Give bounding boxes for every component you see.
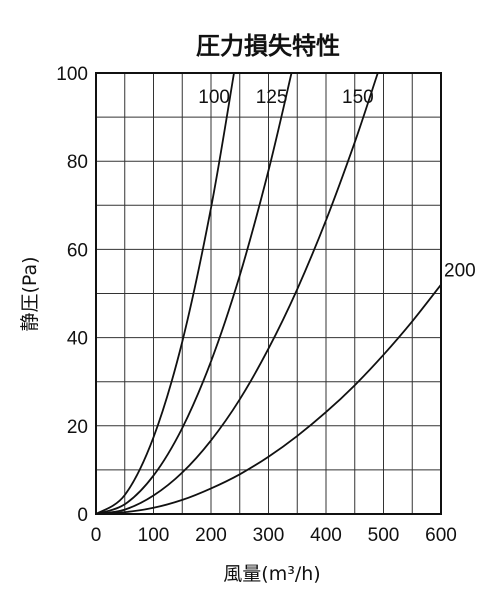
series-label-200: 200: [444, 261, 476, 282]
grid: [96, 73, 441, 514]
x-tick-label: 400: [310, 525, 342, 546]
series-lines: [95, 72, 442, 515]
chart-title: 圧力損失特性: [196, 32, 340, 60]
y-tick-label: 20: [67, 417, 88, 438]
y-axis-label: 静圧(Pa): [19, 256, 41, 331]
series-label-100: 100: [198, 87, 230, 108]
x-tick-label: 100: [138, 525, 170, 546]
y-tick-label: 80: [67, 152, 88, 173]
x-tick-label: 200: [195, 525, 227, 546]
y-tick-label: 100: [56, 64, 88, 85]
tick-labels: 0 100 200 300 400 500 600 0 20 40 60 80 100: [56, 64, 457, 546]
series-label-150: 150: [342, 87, 374, 108]
series-line-150: [95, 72, 379, 515]
series-line-125: [95, 72, 293, 515]
y-tick-label: 60: [67, 240, 88, 261]
series-line-200: [95, 284, 442, 515]
x-tick-label: 300: [253, 525, 285, 546]
series-label-125: 125: [256, 87, 288, 108]
y-tick-label: 40: [67, 329, 88, 350]
plot-frame: [95, 72, 442, 515]
series-labels: 100 125 150 200: [198, 87, 475, 282]
series-line-100: [95, 72, 235, 515]
y-tick-label: 0: [77, 505, 88, 526]
x-axis-label: 風量(m³/h): [223, 563, 320, 585]
x-tick-label: 0: [91, 525, 102, 546]
x-tick-label: 600: [425, 525, 457, 546]
x-tick-label: 500: [368, 525, 400, 546]
